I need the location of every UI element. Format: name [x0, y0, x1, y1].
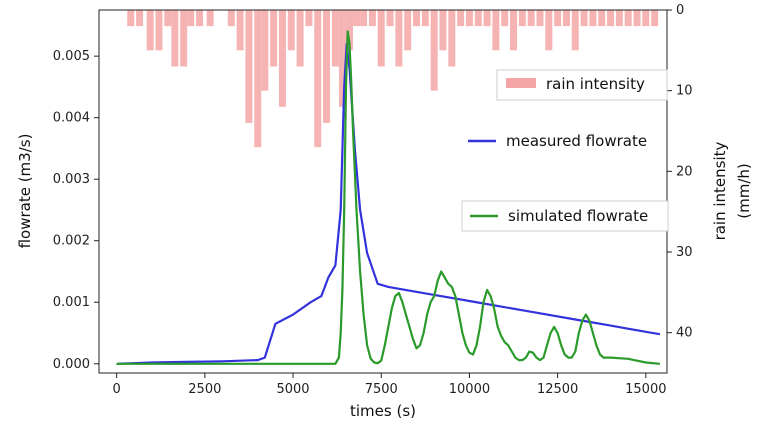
- y-right-tick-label: 10: [676, 84, 693, 99]
- rain-bar: [323, 10, 331, 123]
- rain-bar: [474, 10, 482, 27]
- y-right-axis-ticks: 0 10 20 30 40: [667, 3, 693, 341]
- x-tick-label: 10000: [449, 382, 490, 397]
- rain-bar: [206, 10, 214, 27]
- y-right-tick-label: 30: [676, 245, 693, 260]
- rain-bar: [368, 10, 376, 27]
- rain-bars: [127, 10, 659, 148]
- rain-bar: [554, 10, 562, 27]
- rain-bar: [439, 10, 447, 51]
- legend-rain-swatch: [506, 78, 536, 88]
- rain-bar: [146, 10, 154, 51]
- rain-bar: [270, 10, 278, 67]
- rain-bar: [278, 10, 286, 107]
- rain-bar: [296, 10, 304, 67]
- rain-bar: [562, 10, 570, 27]
- x-axis-ticks: 0 2500 5000 7500 10000 12500 15000: [112, 373, 667, 397]
- y-right-tick-label: 40: [676, 326, 693, 341]
- rain-bar: [527, 10, 535, 27]
- rain-bar: [254, 10, 262, 148]
- rain-bar: [127, 10, 135, 27]
- rain-bar: [501, 10, 509, 27]
- rain-bar: [360, 10, 368, 27]
- rain-bar: [545, 10, 553, 51]
- rain-bar: [331, 10, 339, 67]
- legend-rain: rain intensity: [496, 69, 668, 101]
- rain-bar: [404, 10, 412, 51]
- rain-bar: [598, 10, 606, 27]
- y-left-tick-label: 0.001: [53, 295, 90, 310]
- x-tick-label: 0: [112, 382, 120, 397]
- rain-bar: [395, 10, 403, 67]
- y-right-tick-label: 20: [676, 164, 693, 179]
- legend-measured-label: measured flowrate: [506, 132, 647, 150]
- rain-bar: [345, 10, 353, 51]
- rain-bar: [187, 10, 195, 27]
- y-right-axis-title-line1: rain intensity: [711, 141, 729, 240]
- y-left-tick-label: 0.000: [53, 357, 90, 372]
- y-left-axis-title: flowrate (m3/s): [16, 134, 34, 249]
- rain-bar: [633, 10, 641, 27]
- rain-bar: [287, 10, 295, 51]
- rain-bar: [465, 10, 473, 27]
- rain-bar: [518, 10, 526, 27]
- rain-bar: [353, 10, 361, 27]
- rain-bar: [492, 10, 500, 51]
- simulated-flowrate-line: [116, 30, 661, 365]
- rain-bar: [430, 10, 438, 91]
- y-left-tick-label: 0.004: [53, 111, 90, 126]
- x-tick-label: 12500: [537, 382, 578, 397]
- rain-bar: [483, 10, 491, 27]
- y-left-tick-label: 0.003: [53, 172, 90, 187]
- rain-bar: [510, 10, 518, 51]
- x-tick-label: 5000: [276, 382, 309, 397]
- rain-bar: [338, 10, 346, 107]
- rain-bar: [305, 10, 313, 27]
- rain-bar: [164, 10, 172, 27]
- y-right-tick-label: 0: [676, 3, 684, 18]
- legend-simulated-label: simulated flowrate: [508, 207, 648, 225]
- y-left-axis-ticks: 0.000 0.001 0.002 0.003 0.004 0.005: [53, 49, 99, 372]
- rain-bar: [421, 10, 429, 27]
- flow-lines: [116, 30, 661, 365]
- y-left-tick-label: 0.005: [53, 49, 90, 64]
- rain-bar: [261, 10, 269, 91]
- rain-bar: [448, 10, 456, 67]
- rain-bar: [236, 10, 244, 51]
- rain-bar: [314, 10, 322, 148]
- rain-bar: [571, 10, 579, 51]
- y-left-tick-label: 0.002: [53, 234, 90, 249]
- rain-bar: [196, 10, 204, 27]
- y-right-axis-title-line2: (mm/h): [735, 163, 753, 219]
- rain-bar: [377, 10, 385, 67]
- legend-simulated: simulated flowrate: [461, 200, 669, 232]
- legend-measured: measured flowrate: [468, 132, 647, 150]
- rain-bar: [245, 10, 253, 123]
- x-tick-label: 2500: [188, 382, 221, 397]
- rain-bar: [624, 10, 632, 27]
- rain-bar: [180, 10, 188, 67]
- rain-bar: [155, 10, 163, 51]
- rain-bar: [615, 10, 623, 27]
- plot-area-frame: [98, 9, 668, 374]
- rain-bar: [651, 10, 659, 27]
- rain-bar: [536, 10, 544, 27]
- x-tick-label: 15000: [625, 382, 666, 397]
- legend-rain-label: rain intensity: [546, 75, 645, 93]
- rain-bar: [580, 10, 588, 27]
- rain-bar: [642, 10, 650, 27]
- rain-bar: [589, 10, 597, 27]
- rain-bar: [171, 10, 179, 67]
- x-tick-label: 7500: [365, 382, 398, 397]
- rain-bar: [227, 10, 235, 27]
- rain-bar: [607, 10, 615, 27]
- rain-bar: [136, 10, 144, 27]
- rain-bar: [457, 10, 465, 27]
- x-axis-title: times (s): [350, 402, 416, 420]
- rain-bar: [386, 10, 394, 27]
- rain-bar: [413, 10, 421, 27]
